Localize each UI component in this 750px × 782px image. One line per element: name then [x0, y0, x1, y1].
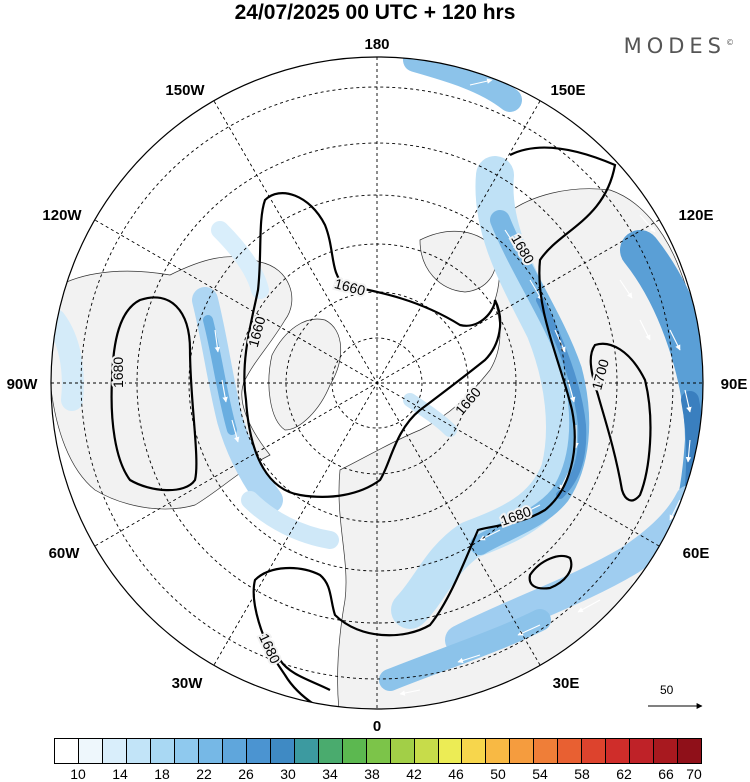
- colorbar-swatch: [534, 739, 559, 763]
- colorbar-swatch: [678, 739, 702, 763]
- colorbar-swatch: [606, 739, 631, 763]
- colorbar-swatch: [438, 739, 463, 763]
- colorbar-label: 58: [574, 766, 590, 782]
- meridian-150: [213, 100, 541, 666]
- colorbar-label: 38: [364, 766, 380, 782]
- lon-label-180: 180: [364, 36, 389, 53]
- brand-logo: MODES©: [624, 34, 734, 58]
- parallel-80: [331, 337, 423, 429]
- contour-1680-lowerleft: [279, 659, 331, 691]
- lon-label-60e: 60E: [683, 545, 710, 562]
- contour-1680-west: [110, 296, 198, 492]
- colorbar-swatch: [102, 739, 127, 763]
- lon-label-120e: 120E: [678, 207, 713, 224]
- chart-title: 24/07/2025 00 UTC + 120 hrs: [234, 1, 516, 24]
- colorbar-swatch: [55, 739, 79, 763]
- land-greenland: [268, 318, 341, 431]
- map-boundary: [50, 56, 704, 710]
- colorbar-swatch: [486, 739, 511, 763]
- land-siberia-north: [419, 230, 497, 293]
- colorbar-swatch: [558, 739, 583, 763]
- colorbar-swatch: [414, 739, 439, 763]
- colorbar-label: 70: [686, 766, 702, 782]
- colorbar-label: 18: [154, 766, 170, 782]
- lon-label-120w: 120W: [42, 207, 82, 224]
- colorbar-swatch: [78, 739, 103, 763]
- colorbar-label: 46: [448, 766, 464, 782]
- colorbar-swatch: [342, 739, 367, 763]
- colorbar-label: 62: [616, 766, 632, 782]
- colorbar-swatch: [294, 739, 319, 763]
- jet-south: [379, 609, 551, 691]
- colorbar-swatch: [318, 739, 343, 763]
- map-disc: 1660 1660 1680 1660 1680 1700 1680 1680: [51, 57, 703, 709]
- contour-label: 1680: [110, 357, 126, 388]
- colorbar-swatch: [630, 739, 655, 763]
- colorbar-swatch: [246, 739, 271, 763]
- colorbar-swatch: [150, 739, 175, 763]
- lon-label-90e: 90E: [721, 376, 748, 393]
- colorbar-label: 30: [280, 766, 296, 782]
- jet-greenland: [403, 393, 457, 437]
- lon-label-30e: 30E: [553, 675, 580, 692]
- colorbar-swatch: [174, 739, 199, 763]
- jet-southwest: [241, 491, 339, 549]
- colorbar-label: 66: [658, 766, 674, 782]
- colorbar-swatch: [198, 739, 223, 763]
- colorbar: [54, 738, 702, 764]
- lon-label-60w: 60W: [49, 545, 81, 562]
- jet-west: [51, 309, 84, 411]
- colorbar-swatch: [510, 739, 535, 763]
- contour-1700-south: [528, 554, 573, 590]
- colorbar-label: 10: [70, 766, 86, 782]
- contour-1680-asia: [252, 146, 617, 709]
- colorbar-label: 34: [322, 766, 338, 782]
- colorbar-label: 14: [112, 766, 128, 782]
- lon-label-90w: 90W: [7, 376, 39, 393]
- colorbar-label: 54: [532, 766, 548, 782]
- brand-text: MODES: [623, 34, 726, 58]
- jet-atlantic-core: [203, 315, 237, 435]
- lon-label-30w: 30W: [172, 675, 204, 692]
- colorbar-labels: 10 14 18 22 26 30 34 38 42 46 50 54 58 62 66 70: [54, 766, 702, 782]
- reference-vector-label: 50: [660, 683, 674, 697]
- colorbar-label: 22: [196, 766, 212, 782]
- colorbar-swatch: [222, 739, 247, 763]
- colorbar-swatch: [390, 739, 415, 763]
- jet-pacific-top: [403, 57, 522, 112]
- contour-1700-east: [589, 342, 652, 502]
- lon-label-150w: 150W: [165, 82, 205, 99]
- longitude-labels: 180 150E 120E 90E 60E 30E 0 30W 60W 90W …: [7, 36, 748, 735]
- height-contours: [110, 146, 652, 709]
- jet-asia-max: [536, 296, 587, 499]
- colorbar-swatch: [462, 739, 487, 763]
- lon-label-0: 0: [373, 718, 381, 735]
- colorbar-label: 26: [238, 766, 254, 782]
- lon-label-150e: 150E: [550, 82, 585, 99]
- colorbar-swatch: [126, 739, 151, 763]
- contour-1660-north: [243, 192, 502, 498]
- colorbar-label: 42: [406, 766, 422, 782]
- brand-mark: ©: [726, 38, 734, 47]
- colorbar-label: 50: [490, 766, 506, 782]
- colorbar-swatch: [582, 739, 607, 763]
- colorbar-swatch: [654, 739, 679, 763]
- colorbar-swatch: [270, 739, 295, 763]
- colorbar-swatch: [366, 739, 391, 763]
